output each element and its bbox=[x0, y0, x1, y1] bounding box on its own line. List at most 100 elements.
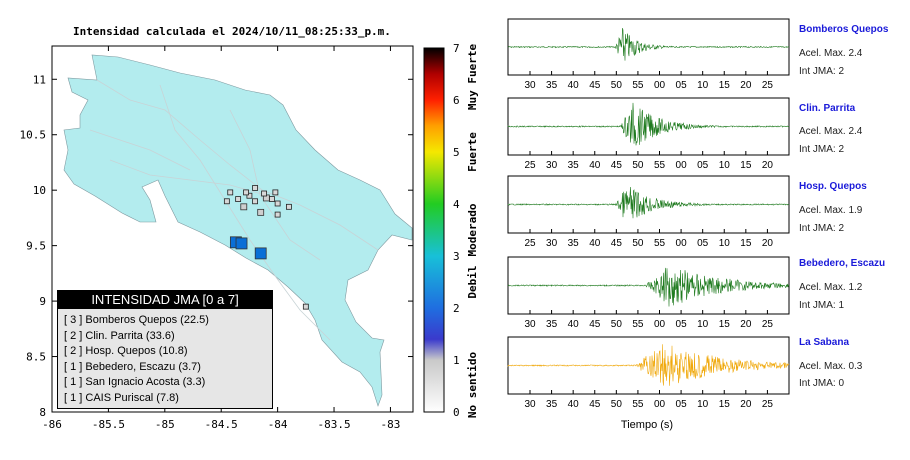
trace-tick-label: 10 bbox=[719, 160, 731, 171]
colorbar-tick-label: 1 bbox=[453, 354, 460, 367]
station-acel-3: Acel. Max. 1.2 bbox=[799, 282, 863, 293]
colorbar-tick-label: 7 bbox=[453, 42, 460, 55]
minor-station-marker bbox=[286, 203, 292, 210]
trace-tick-label: 15 bbox=[719, 399, 731, 410]
station-name-2: Hosp. Quepos bbox=[799, 181, 867, 192]
legend-row: [ 1 ] San Ignacio Acosta (3.3) bbox=[64, 376, 206, 388]
minor-station-marker bbox=[235, 196, 242, 202]
trace-tick-label: 05 bbox=[676, 80, 688, 91]
lat-tick-label: 9 bbox=[39, 295, 46, 308]
seismogram-trace bbox=[507, 102, 790, 146]
map-title: Intensidad calculada el 2024/10/11_08:25… bbox=[73, 25, 391, 38]
lon-tick-label: -83.5 bbox=[317, 418, 350, 431]
station-name-0: Bomberos Quepos bbox=[799, 24, 889, 35]
intensity-legend: INTENSIDAD JMA [0 a 7] [ 3 ] Bomberos Qu… bbox=[57, 290, 273, 409]
legend-row: [ 1 ] Bebedero, Escazu (3.7) bbox=[64, 360, 201, 373]
station-int-3: Int JMA: 1 bbox=[799, 300, 845, 311]
trace-tick-label: 35 bbox=[546, 399, 558, 410]
station-markers bbox=[223, 185, 309, 310]
lon-tick-label: -86 bbox=[42, 418, 62, 431]
land-mass bbox=[63, 54, 413, 407]
station-marker bbox=[257, 208, 265, 216]
minor-station-marker bbox=[302, 303, 309, 310]
trace-tick-label: 15 bbox=[740, 160, 752, 171]
seismogram-trace bbox=[507, 186, 790, 219]
station-int-2: Int JMA: 2 bbox=[799, 223, 845, 234]
trace-tick-label: 35 bbox=[568, 160, 580, 171]
colorbar-tick-label: 3 bbox=[453, 250, 460, 263]
lat-tick-label: 8.5 bbox=[26, 351, 46, 364]
legend-title: INTENSIDAD JMA [0 a 7] bbox=[58, 291, 272, 309]
trace-tick-label: 00 bbox=[676, 238, 688, 249]
station-name-1: Clin. Parrita bbox=[799, 103, 856, 114]
colorbar-category-label: No sentido bbox=[466, 352, 479, 419]
colorbar-tick-label: 5 bbox=[453, 146, 460, 159]
seismogram-trace bbox=[507, 344, 790, 386]
lon-tick-label: -85.5 bbox=[92, 418, 125, 431]
trace-tick-label: 50 bbox=[611, 319, 623, 330]
trace-tick-label: 40 bbox=[568, 399, 580, 410]
colorbar-category-label: Debil bbox=[466, 265, 479, 298]
legend-row: [ 1 ] CAIS Puriscal (7.8) bbox=[64, 391, 179, 404]
station-acel-0: Acel. Max. 2.4 bbox=[799, 48, 863, 59]
trace-tick-label: 30 bbox=[546, 160, 558, 171]
minor-station-marker bbox=[246, 192, 253, 199]
station-marker bbox=[254, 247, 267, 260]
trace-tick-label: 20 bbox=[740, 399, 752, 410]
trace-tick-label: 40 bbox=[589, 160, 601, 171]
lat-tick-label: 10 bbox=[33, 184, 46, 197]
trace-tick-label: 20 bbox=[762, 238, 774, 249]
station-marker bbox=[235, 237, 248, 250]
seismograms: 30 35 40 45 50 55 00 05 10 15 20 25 25 30 35 40 45 50 55 00… bbox=[507, 18, 790, 431]
station-acel-2: Acel. Max. 1.9 bbox=[799, 205, 863, 216]
trace-tick-label: 45 bbox=[611, 238, 623, 249]
trace-tick-label: 10 bbox=[697, 319, 709, 330]
trace-tick-label: 45 bbox=[589, 399, 601, 410]
colorbar: 0 1 2 3 4 5 6 7 No sentido Debil Moderado Fuerte Muy… bbox=[423, 42, 479, 419]
trace-tick-label: 05 bbox=[676, 399, 688, 410]
road-network bbox=[89, 79, 379, 341]
station-marker bbox=[240, 203, 248, 211]
seismogram-trace bbox=[507, 267, 790, 307]
minor-station-marker bbox=[252, 185, 258, 191]
minor-station-marker bbox=[223, 198, 230, 205]
trace-tick-label: 45 bbox=[611, 160, 623, 171]
trace-tick-label: 00 bbox=[654, 80, 666, 91]
trace-tick-label: 30 bbox=[524, 319, 536, 330]
trace-tick-label: 25 bbox=[524, 160, 536, 171]
minor-station-marker bbox=[261, 190, 267, 197]
colorbar-tick-label: 4 bbox=[453, 198, 460, 211]
lon-tick-label: -84.5 bbox=[205, 418, 238, 431]
station-name-3: Bebedero, Escazu bbox=[799, 258, 886, 269]
minor-station-marker bbox=[252, 198, 258, 205]
trace-tick-label: 55 bbox=[654, 160, 666, 171]
trace-tick-label: 05 bbox=[676, 319, 688, 330]
minor-station-marker bbox=[274, 211, 281, 218]
trace-tick-label: 50 bbox=[611, 80, 623, 91]
trace-tick-label: 55 bbox=[632, 80, 644, 91]
trace-tick-label: 35 bbox=[546, 319, 558, 330]
trace-tick-label: 10 bbox=[697, 80, 709, 91]
colorbar-tick-label: 6 bbox=[453, 94, 460, 107]
trace-tick-label: 20 bbox=[762, 160, 774, 171]
trace-tick-label: 30 bbox=[524, 80, 536, 91]
trace-tick-label: 45 bbox=[589, 80, 601, 91]
trace-tick-label: 25 bbox=[762, 319, 774, 330]
trace-tick-label: 00 bbox=[654, 399, 666, 410]
station-acel-1: Acel. Max. 2.4 bbox=[799, 126, 863, 137]
trace-tick-label: 15 bbox=[719, 319, 731, 330]
trace-tick-label: 45 bbox=[589, 319, 601, 330]
trace-tick-label: 10 bbox=[719, 238, 731, 249]
trace-tick-label: 50 bbox=[632, 160, 644, 171]
lat-tick-label: 10.5 bbox=[20, 129, 47, 142]
trace-tick-label: 55 bbox=[654, 238, 666, 249]
lat-tick-label: 11 bbox=[33, 73, 46, 86]
trace-tick-label: 50 bbox=[611, 399, 623, 410]
trace-tick-label: 40 bbox=[589, 238, 601, 249]
costa-rica-land bbox=[63, 54, 413, 407]
trace-tick-label: 25 bbox=[524, 238, 536, 249]
lon-tick-label: -83 bbox=[381, 418, 401, 431]
trace-tick-label: 25 bbox=[762, 399, 774, 410]
minor-station-marker bbox=[243, 189, 249, 196]
minor-station-marker bbox=[227, 189, 234, 196]
